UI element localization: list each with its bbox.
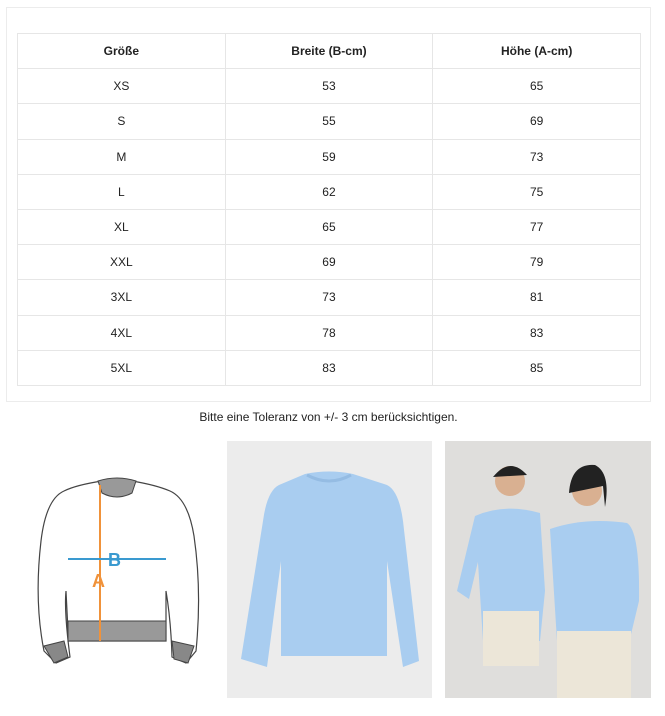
table-row: 3XL 73 81 [17,279,641,316]
product-photo [227,441,432,698]
table-row: XXL 69 79 [17,244,641,281]
cell-height: 85 [432,349,641,386]
cell-width: 83 [224,349,434,386]
table-row: L 62 75 [17,173,641,210]
cell-size: XXL [17,244,226,281]
cell-width: 59 [224,138,434,175]
size-table: Größe Breite (B-cm) Höhe (A-cm) XS 53 65 S 5… [17,32,641,386]
table-row: XS 53 65 [17,68,641,105]
cell-width: 62 [224,173,434,210]
cell-width: 73 [224,279,434,316]
cell-size: 5XL [17,349,226,386]
model-photo [445,441,651,698]
measurement-diagram: A B [6,441,214,698]
cell-height: 81 [432,279,641,316]
cell-size: XS [17,68,226,105]
cell-size: M [17,138,226,175]
cell-height: 83 [432,314,641,351]
header-height: Höhe (A-cm) [432,32,641,70]
label-b: B [108,550,121,570]
cell-size: XL [17,208,226,246]
cell-height: 65 [432,68,641,105]
table-row: S 55 69 [17,103,641,140]
cell-width: 65 [224,208,434,246]
height-arrow-a: A [92,485,105,641]
cell-width: 55 [224,103,434,140]
cell-width: 53 [224,68,434,105]
cell-height: 69 [432,103,641,140]
size-chart-container: Größe Breite (B-cm) Höhe (A-cm) XS 53 65 S 5… [6,7,651,402]
cell-size: L [17,173,226,210]
cell-height: 75 [432,173,641,210]
table-header-row: Größe Breite (B-cm) Höhe (A-cm) [17,32,641,70]
tolerance-note: Bitte eine Toleranz von +/- 3 cm berücks… [199,410,458,424]
label-a: A [92,571,105,591]
table-row: M 59 73 [17,138,641,175]
cell-size: S [17,103,226,140]
header-size: Größe [17,32,226,70]
cell-height: 73 [432,138,641,175]
header-width: Breite (B-cm) [224,32,434,70]
cell-height: 77 [432,208,641,246]
cell-size: 4XL [17,314,226,351]
cell-width: 78 [224,314,434,351]
cell-size: 3XL [17,279,226,316]
width-arrow-b: B [68,550,166,570]
cell-height: 79 [432,244,641,281]
table-row: 5XL 83 85 [17,349,641,386]
table-row: 4XL 78 83 [17,314,641,351]
table-row: XL 65 77 [17,208,641,246]
cell-width: 69 [224,244,434,281]
